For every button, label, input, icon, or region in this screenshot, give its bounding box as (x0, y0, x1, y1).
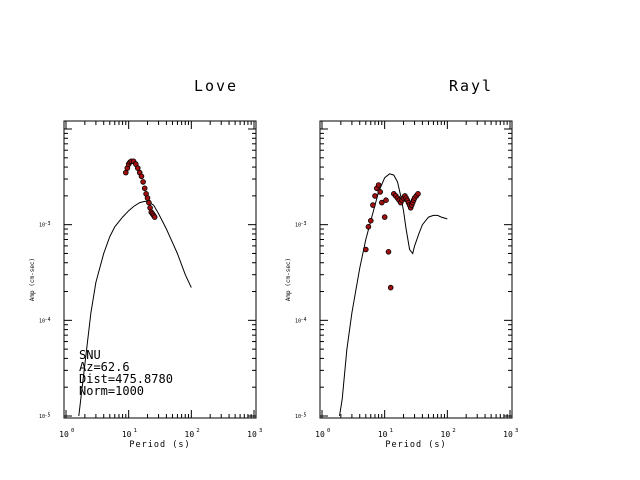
x-tick-exponent: 3 (515, 428, 518, 434)
y-tick-label: 10 (39, 414, 45, 420)
observed-point (378, 199, 385, 206)
y-axis-label: Amp (cm-sec) (285, 258, 292, 301)
x-tick-exponent: 3 (259, 428, 262, 434)
y-tick-label: 10 (39, 223, 45, 229)
chart-title: Love (194, 77, 238, 95)
observed-point (362, 246, 369, 253)
y-tick-label: 10 (295, 414, 301, 420)
y-tick-label: 10 (39, 318, 45, 324)
x-tick-exponent: 2 (196, 428, 199, 434)
x-tick-exponent: 0 (71, 428, 74, 434)
observed-point (367, 217, 374, 224)
y-tick-exponent: -5 (45, 413, 51, 419)
y-tick-exponent: -5 (301, 413, 307, 419)
observed-point (135, 165, 141, 171)
x-tick-exponent: 2 (452, 428, 455, 434)
x-tick-label: 10 (122, 430, 132, 439)
observed-point (387, 284, 394, 291)
observed-point (144, 195, 151, 201)
observed-point (381, 214, 388, 220)
y-tick-label: 10 (295, 223, 301, 229)
y-axis-label: Amp (cm-sec) (29, 258, 36, 301)
observed-point (385, 249, 392, 255)
observed-point (146, 199, 152, 206)
x-tick-label: 10 (378, 430, 388, 439)
station-annotation: Dist=475.8780 (79, 372, 173, 386)
x-tick-exponent: 1 (390, 428, 393, 434)
model-curve (78, 200, 192, 417)
observed-point (383, 197, 389, 204)
x-tick-exponent: 1 (134, 428, 137, 434)
observed-point (415, 191, 421, 197)
x-tick-exponent: 0 (327, 428, 330, 434)
observed-point (151, 214, 158, 220)
x-tick-label: 10 (503, 430, 513, 439)
x-tick-label: 10 (185, 430, 195, 439)
observed-point (141, 185, 148, 192)
y-tick-label: 10 (295, 318, 301, 324)
chart-title: Rayl (449, 77, 493, 95)
y-tick-exponent: -4 (301, 317, 307, 323)
x-axis-label: Period (s) (129, 440, 190, 450)
y-tick-exponent: -3 (45, 221, 51, 227)
observed-point (370, 202, 376, 208)
y-tick-exponent: -4 (45, 317, 51, 323)
model-curve (339, 173, 448, 417)
observed-point (365, 224, 372, 230)
x-tick-label: 10 (315, 430, 325, 439)
x-tick-label: 10 (247, 430, 257, 439)
observed-point (138, 173, 145, 180)
x-tick-label: 10 (441, 430, 451, 439)
plot-frame (63, 120, 257, 419)
station-annotation: Az=62.6 (79, 360, 130, 374)
y-tick-exponent: -3 (301, 221, 307, 227)
observed-point (372, 193, 378, 199)
observed-point (140, 179, 146, 185)
x-axis-label: Period (s) (385, 440, 446, 450)
observed-point (375, 182, 382, 188)
station-annotation: Norm=1000 (79, 384, 144, 398)
plot-frame (319, 120, 513, 419)
station-annotation: SNU (79, 348, 101, 362)
observed-point (377, 189, 384, 195)
x-tick-label: 10 (59, 430, 69, 439)
observed-point (123, 169, 129, 176)
